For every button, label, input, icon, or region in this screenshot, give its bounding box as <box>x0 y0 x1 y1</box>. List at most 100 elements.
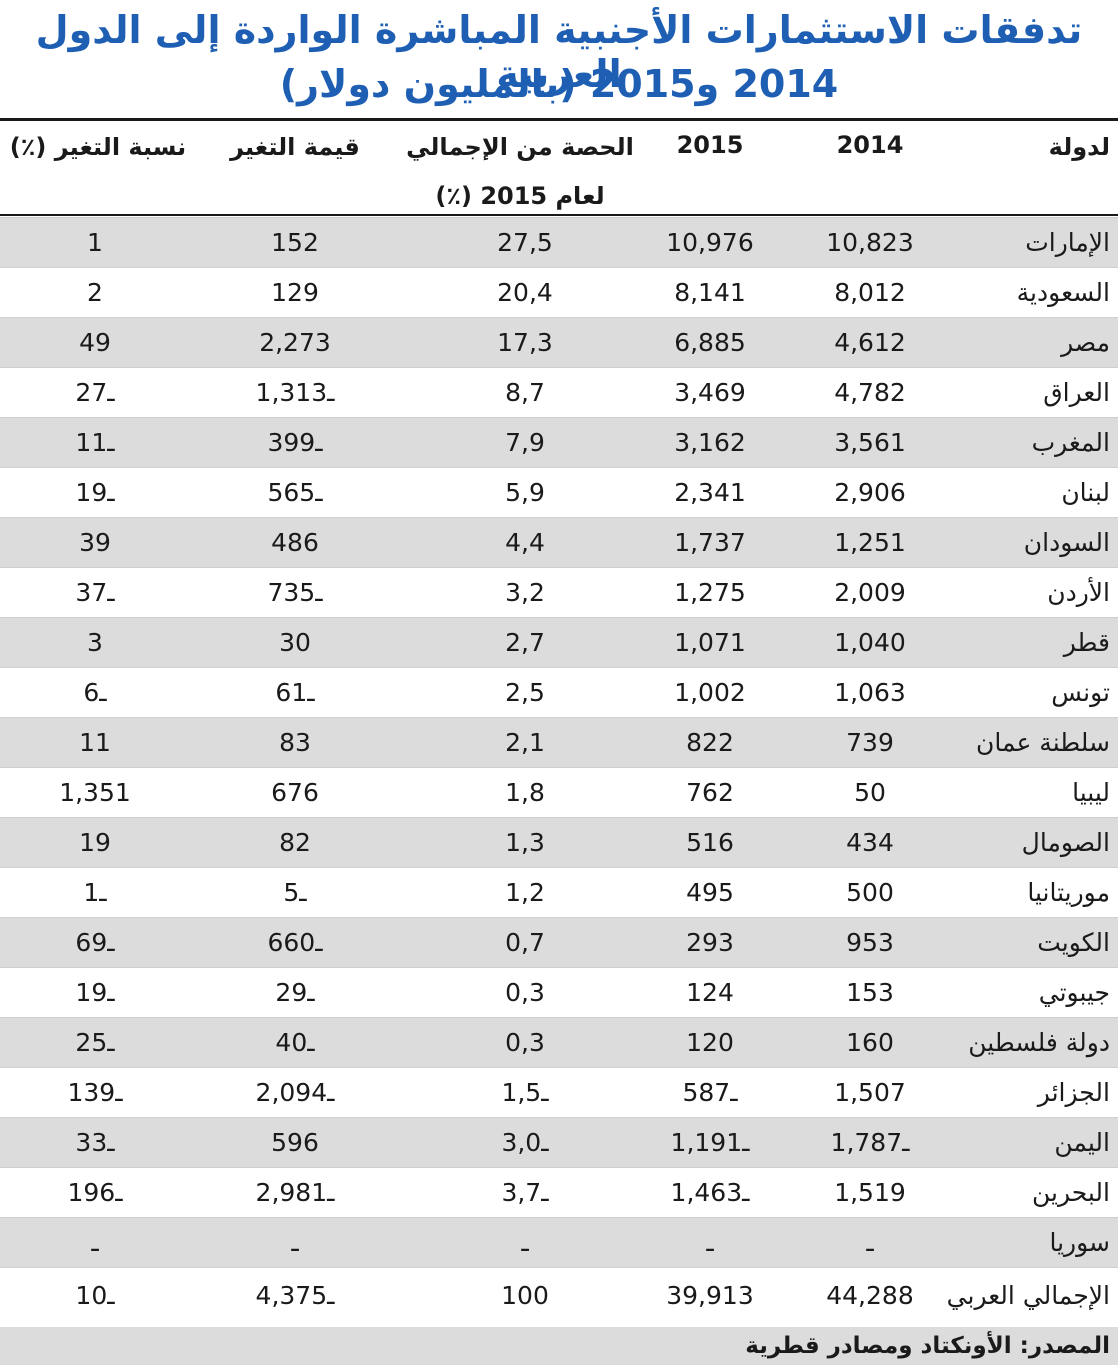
cell-change-pct: 19 <box>79 828 111 857</box>
cell-2015: 293 <box>686 928 734 957</box>
cell-share: 1,3 <box>505 828 545 857</box>
cell-share: 17,3 <box>497 328 553 357</box>
col-header-2014: 2014 <box>836 131 904 159</box>
cell-change-value: 152 <box>271 228 319 257</box>
cell-change-pct: 2 <box>87 278 103 307</box>
cell-country: سلطنة عمان <box>976 728 1110 757</box>
cell-share: 5,9 <box>505 478 545 507</box>
cell-2014: 8,012 <box>834 278 906 307</box>
cell-change-value: 83 <box>279 728 311 757</box>
table-row: الأردن 2,009 1,275 3,2 735ـ 37ـ <box>0 567 1118 617</box>
cell-share: 100 <box>501 1281 549 1310</box>
table-row: السعودية 8,012 8,141 20,4 129 2 <box>0 267 1118 317</box>
col-header-share: الحصة من الإجمالي <box>406 133 634 161</box>
cell-change-pct: 27ـ <box>75 378 115 407</box>
cell-change-pct: ـ <box>91 1228 99 1257</box>
cell-change-pct: 1 <box>87 228 103 257</box>
cell-2015: 495 <box>686 878 734 907</box>
table-row: سوريا ـ ـ ـ ـ ـ <box>0 1217 1118 1267</box>
cell-change-pct: 3 <box>87 628 103 657</box>
header-bottom-rule <box>0 214 1118 216</box>
cell-2014: 1,251 <box>834 528 906 557</box>
cell-share: 0,3 <box>505 1028 545 1057</box>
cell-country: البحرين <box>1031 1178 1110 1207</box>
cell-share: 3,2 <box>505 578 545 607</box>
cell-2014: 160 <box>846 1028 894 1057</box>
cell-2014: 10,823 <box>826 228 914 257</box>
cell-change-value: 29ـ <box>275 978 315 1007</box>
table-total-row: الإجمالي العربي 44,288 39,913 100 4,375ـ 10ـ <box>0 1267 1118 1323</box>
cell-2015: 1,737 <box>674 528 746 557</box>
cell-change-value: 486 <box>271 528 319 557</box>
table-row: الجزائر 1,507 587ـ 1,5ـ 2,094ـ 139ـ <box>0 1067 1118 1117</box>
col-header-2015: 2015 <box>676 131 744 159</box>
cell-country: ليبيا <box>1072 778 1110 807</box>
cell-country: الإجمالي العربي <box>946 1281 1110 1310</box>
cell-change-pct: 39 <box>79 528 111 557</box>
cell-2014: 44,288 <box>826 1281 914 1310</box>
cell-change-pct: 19ـ <box>75 478 115 507</box>
cell-share: 27,5 <box>497 228 553 257</box>
cell-2014: 1,507 <box>834 1078 906 1107</box>
col-header-share-year: لعام 2015 (٪) <box>435 182 605 210</box>
cell-share: 1,2 <box>505 878 545 907</box>
cell-change-pct: 1ـ <box>83 878 107 907</box>
cell-change-pct: 37ـ <box>75 578 115 607</box>
cell-share: 7,9 <box>505 428 545 457</box>
cell-change-value: 129 <box>271 278 319 307</box>
cell-change-pct: 196ـ <box>67 1178 123 1207</box>
cell-2015: 516 <box>686 828 734 857</box>
table-row: اليمن 1,787ـ 1,191ـ 3,0ـ 596 33ـ <box>0 1117 1118 1167</box>
cell-share: 2,1 <box>505 728 545 757</box>
cell-country: جيبوتي <box>1038 978 1110 1007</box>
cell-2014: 3,561 <box>834 428 906 457</box>
cell-2015: 10,976 <box>666 228 754 257</box>
cell-change-pct: 11 <box>79 728 111 757</box>
table-row: البحرين 1,519 1,463ـ 3,7ـ 2,981ـ 196ـ <box>0 1167 1118 1217</box>
cell-2015: 822 <box>686 728 734 757</box>
table-body: الإمارات 10,823 10,976 27,5 152 1 السعودية 8,01… <box>0 217 1118 1323</box>
table-row: مصر 4,612 6,885 17,3 2,273 49 <box>0 317 1118 367</box>
cell-share: ـ <box>521 1228 529 1257</box>
cell-share: 1,5ـ <box>501 1078 549 1107</box>
cell-country: اليمن <box>1054 1128 1110 1157</box>
cell-country: الكويت <box>1037 928 1110 957</box>
cell-share: 2,5 <box>505 678 545 707</box>
cell-change-value: 2,273 <box>259 328 331 357</box>
cell-share: 4,4 <box>505 528 545 557</box>
cell-change-value: 2,094ـ <box>255 1078 335 1107</box>
cell-2015: 1,463ـ <box>670 1178 750 1207</box>
cell-country: قطر <box>1063 628 1110 657</box>
cell-country: الجزائر <box>1037 1078 1110 1107</box>
cell-2014: 1,519 <box>834 1178 906 1207</box>
cell-2014: 434 <box>846 828 894 857</box>
cell-share: 8,7 <box>505 378 545 407</box>
cell-country: السودان <box>1023 528 1110 557</box>
cell-change-value: 40ـ <box>275 1028 315 1057</box>
table-row: موريتانيا 500 495 1,2 5ـ 1ـ <box>0 867 1118 917</box>
cell-share: 20,4 <box>497 278 553 307</box>
cell-change-value: 2,981ـ <box>255 1178 335 1207</box>
cell-change-value: 82 <box>279 828 311 857</box>
table-row: الكويت 953 293 0,7 660ـ 69ـ <box>0 917 1118 967</box>
table-row: العراق 4,782 3,469 8,7 1,313ـ 27ـ <box>0 367 1118 417</box>
cell-change-pct: 49 <box>79 328 111 357</box>
cell-share: 3,7ـ <box>501 1178 549 1207</box>
cell-2014: 2,009 <box>834 578 906 607</box>
col-header-change-value: قيمة التغير <box>230 133 360 161</box>
col-header-change-pct: نسبة التغير (٪) <box>9 133 187 161</box>
cell-change-value: 4,375ـ <box>255 1281 335 1310</box>
cell-2014: 1,040 <box>834 628 906 657</box>
cell-2014: 500 <box>846 878 894 907</box>
cell-change-value: 676 <box>271 778 319 807</box>
cell-change-pct: 6ـ <box>83 678 107 707</box>
cell-country: الصومال <box>1021 828 1110 857</box>
cell-change-pct: 10ـ <box>75 1281 115 1310</box>
cell-2015: 2,341 <box>674 478 746 507</box>
cell-2014: 953 <box>846 928 894 957</box>
table-row: السودان 1,251 1,737 4,4 486 39 <box>0 517 1118 567</box>
cell-change-value: 735ـ <box>267 578 323 607</box>
cell-share: 1,8 <box>505 778 545 807</box>
cell-2015: 8,141 <box>674 278 746 307</box>
